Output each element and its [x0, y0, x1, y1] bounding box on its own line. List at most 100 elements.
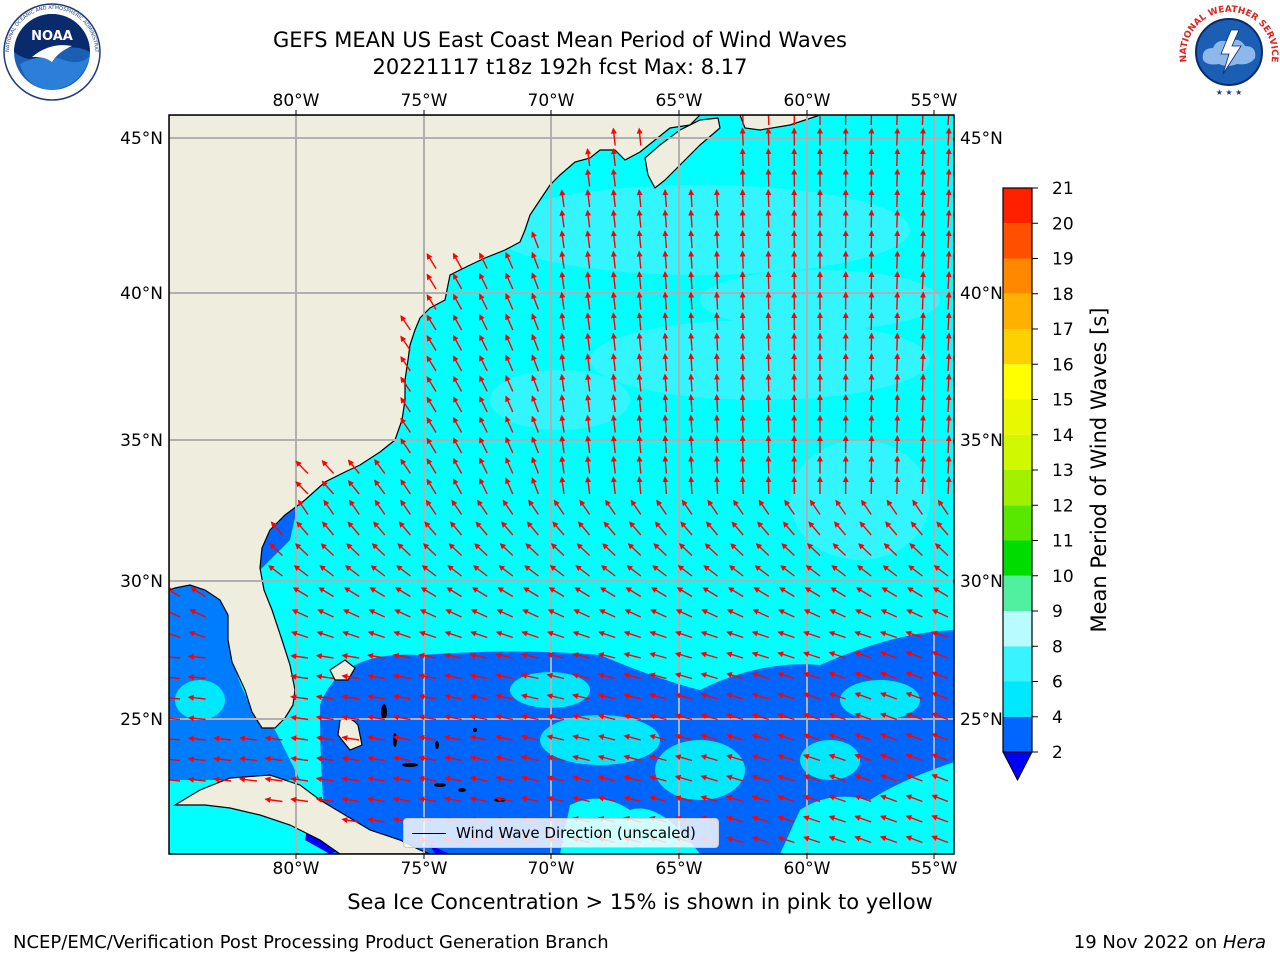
wind-wave-arrow — [713, 476, 720, 495]
wind-wave-arrow — [597, 672, 616, 680]
wind-wave-arrow — [269, 543, 283, 557]
wind-wave-arrow — [546, 672, 565, 680]
wind-wave-arrow — [291, 609, 309, 618]
wind-wave-arrow — [553, 499, 565, 515]
wind-wave-arrow — [894, 476, 901, 495]
colorbar-tick-label: 4 — [1052, 708, 1063, 728]
wind-wave-arrow — [531, 374, 540, 392]
wind-wave-arrow — [268, 565, 283, 577]
wind-wave-arrow — [315, 673, 334, 680]
wind-wave-arrow — [713, 455, 720, 474]
wind-wave-arrow — [368, 609, 386, 618]
wind-wave-arrow — [623, 713, 641, 721]
lat-label-left-25n: 25°N — [120, 710, 163, 730]
wind-wave-arrow — [445, 609, 462, 618]
wind-wave-arrow — [945, 414, 952, 433]
wind-wave-arrow — [662, 353, 669, 372]
wind-wave-arrow — [559, 312, 566, 331]
wind-wave-arrow — [373, 521, 386, 536]
wind-wave-arrow — [505, 313, 514, 331]
legend: Wind Wave Direction (unscaled) — [403, 818, 719, 848]
wind-wave-arrow — [290, 796, 309, 803]
wind-wave-arrow — [674, 672, 693, 680]
wind-wave-arrow — [400, 499, 411, 515]
wind-wave-arrow — [894, 414, 901, 433]
wind-wave-arrow — [936, 521, 949, 536]
wind-wave-arrow — [630, 499, 642, 515]
wind-wave-arrow — [341, 776, 360, 783]
wind-wave-arrow — [400, 335, 411, 351]
wind-wave-arrow — [945, 271, 952, 290]
wind-wave-arrow — [623, 630, 642, 639]
wind-wave-arrow — [419, 609, 437, 618]
wind-wave-arrow — [725, 815, 744, 823]
wind-wave-arrow — [321, 521, 335, 536]
wind-wave-arrow — [896, 115, 898, 126]
wind-wave-arrow — [585, 168, 592, 187]
wind-wave-arrow — [920, 332, 926, 351]
wind-wave-arrow — [636, 209, 643, 228]
legend-line-icon — [412, 832, 446, 834]
wind-wave-arrow — [610, 148, 617, 167]
wind-wave-arrow — [426, 478, 437, 495]
wind-wave-arrow — [739, 148, 746, 167]
wind-wave-arrow — [945, 312, 952, 331]
wind-wave-arrow — [264, 755, 283, 762]
wind-wave-arrow — [777, 774, 795, 782]
wind-wave-arrow — [479, 477, 488, 495]
wind-wave-arrow — [933, 565, 949, 577]
wind-wave-arrow — [605, 499, 616, 515]
wind-wave-arrow — [505, 375, 514, 392]
wind-wave-arrow — [520, 652, 539, 659]
wind-wave-arrow — [520, 775, 539, 782]
wind-wave-arrow — [347, 480, 360, 495]
wind-wave-arrow — [346, 543, 360, 557]
wind-wave-arrow — [341, 694, 360, 701]
wind-wave-arrow — [315, 755, 334, 762]
wind-wave-arrow — [446, 587, 462, 598]
wind-wave-arrow — [597, 734, 616, 741]
wind-wave-arrow — [828, 753, 846, 762]
wind-wave-arrow — [598, 609, 616, 618]
wind-wave-arrow — [905, 814, 923, 823]
wind-wave-arrow — [623, 775, 641, 782]
wind-wave-arrow — [733, 499, 744, 515]
lat-label-left-30n: 30°N — [120, 572, 163, 592]
wind-wave-arrow — [495, 652, 513, 659]
wind-wave-arrow — [636, 230, 643, 249]
wind-wave-arrow — [290, 776, 309, 783]
wind-wave-arrow — [610, 230, 617, 249]
wind-wave-arrow — [905, 712, 923, 721]
lon-label-top-55w: 55°W — [911, 91, 958, 111]
wind-wave-arrow — [392, 755, 411, 762]
wind-wave-arrow — [805, 565, 821, 577]
wind-wave-arrow — [189, 609, 206, 618]
wind-wave-arrow — [937, 499, 949, 515]
lat-label-left-35n: 35°N — [120, 431, 163, 451]
wind-wave-arrow — [854, 630, 872, 639]
wind-wave-arrow — [920, 230, 926, 249]
wind-wave-arrow — [636, 455, 643, 474]
wind-wave-arrow — [520, 734, 539, 741]
wind-wave-arrow — [169, 697, 181, 700]
colorbar-tick-label: 13 — [1052, 461, 1074, 481]
wind-wave-arrow — [681, 499, 693, 515]
wind-wave-arrow — [854, 774, 872, 782]
wind-wave-arrow — [688, 312, 695, 331]
wind-wave-arrow — [777, 794, 795, 803]
wind-wave-arrow — [713, 353, 720, 372]
wind-wave-arrow — [559, 455, 566, 474]
wind-wave-arrow — [452, 457, 463, 474]
wind-wave-arrow — [316, 630, 334, 639]
wind-wave-arrow — [652, 565, 667, 577]
colorbar-swatch — [1003, 646, 1032, 682]
colorbar: 2 4 6 8 9 10 11 12 13 14 15 16 17 18 19 20 21 Mean Perio… — [1002, 179, 1111, 782]
wind-wave-arrow — [546, 693, 565, 700]
wind-wave-arrow — [424, 521, 437, 536]
wind-wave-arrow — [531, 231, 540, 249]
wind-wave-arrow — [725, 795, 744, 803]
wind-wave-arrow — [879, 753, 898, 762]
wind-wave-arrow — [603, 521, 616, 536]
wind-wave-arrow — [713, 271, 720, 290]
wind-wave-arrow — [931, 814, 949, 823]
